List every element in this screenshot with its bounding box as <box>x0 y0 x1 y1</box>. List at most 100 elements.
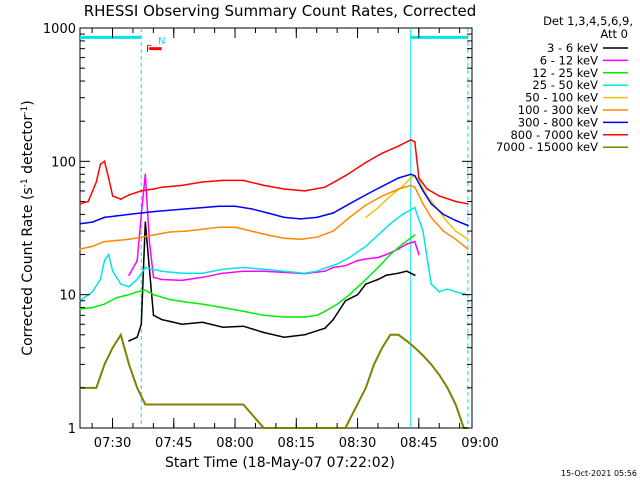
data-point <box>389 195 392 197</box>
data-point <box>144 403 147 406</box>
data-point <box>218 205 220 208</box>
y-tick-label: 1000 <box>43 22 76 37</box>
data-point <box>409 173 412 176</box>
data-point <box>414 274 416 276</box>
data-point <box>422 203 424 205</box>
data-point <box>389 334 392 336</box>
data-point <box>144 266 147 269</box>
data-point <box>418 253 420 256</box>
data-point <box>438 195 441 197</box>
data-point <box>414 240 416 243</box>
data-point <box>160 318 163 321</box>
y-tick-label: 100 <box>51 155 76 170</box>
data-point <box>344 264 347 267</box>
data-point <box>336 263 339 265</box>
data-point <box>316 216 318 219</box>
data-point <box>181 323 183 326</box>
data-point <box>356 259 359 262</box>
data-point <box>332 318 334 321</box>
y-axis-label-sup2: -1 <box>20 106 30 115</box>
legend-label: 100 - 300 keV <box>518 103 598 117</box>
x-tick-label: 08:00 <box>216 436 253 451</box>
data-point <box>120 334 122 336</box>
y-tick-label: 1 <box>68 422 76 437</box>
data-point <box>442 230 445 232</box>
data-point <box>365 245 367 248</box>
data-point <box>111 270 114 272</box>
data-point <box>397 145 400 147</box>
legend-label: 3 - 6 keV <box>547 41 598 55</box>
data-point <box>262 268 265 271</box>
data-point <box>348 293 351 296</box>
data-point <box>303 272 306 274</box>
data-point <box>181 272 183 274</box>
data-point <box>148 240 151 243</box>
data-point <box>250 230 253 232</box>
data-point <box>303 190 306 192</box>
data-point <box>242 310 245 313</box>
data-point <box>103 259 106 262</box>
data-point <box>201 228 204 230</box>
data-point <box>222 272 224 274</box>
data-point <box>356 293 359 296</box>
data-point <box>242 179 245 182</box>
data-point <box>242 325 245 328</box>
flag-n-label: N <box>158 36 165 47</box>
data-point <box>430 203 432 205</box>
data-point <box>79 308 81 310</box>
data-point <box>430 363 432 366</box>
data-point <box>332 266 334 269</box>
data-point <box>409 139 412 141</box>
data-point <box>299 238 302 241</box>
data-point <box>91 245 94 248</box>
legend-label: 25 - 50 keV <box>532 78 598 92</box>
data-point <box>91 221 94 223</box>
data-point <box>365 387 367 389</box>
data-point <box>79 248 81 250</box>
data-point <box>222 268 224 271</box>
data-point <box>115 296 118 299</box>
data-point <box>414 346 416 349</box>
data-point <box>377 266 379 269</box>
data-point <box>160 270 163 272</box>
data-point <box>414 186 416 188</box>
data-point <box>128 274 130 276</box>
data-point <box>136 278 138 281</box>
data-point <box>438 374 441 376</box>
data-point <box>262 427 265 429</box>
data-point <box>140 212 143 214</box>
data-point <box>111 346 114 349</box>
data-point <box>344 299 347 302</box>
data-point <box>99 278 102 281</box>
data-point <box>283 270 285 272</box>
data-point <box>365 194 367 196</box>
data-point <box>95 181 98 183</box>
data-point <box>181 184 183 187</box>
data-point <box>365 161 367 164</box>
data-point <box>454 403 457 406</box>
data-point <box>405 340 408 342</box>
data-point <box>467 248 469 250</box>
y-axis-label-mid: detector <box>20 115 36 179</box>
data-point <box>348 216 351 219</box>
data-point <box>152 314 155 317</box>
data-point <box>128 363 130 366</box>
data-point <box>344 174 347 177</box>
data-point <box>140 236 143 238</box>
data-point <box>446 387 449 389</box>
data-point <box>348 203 351 205</box>
data-point <box>365 258 367 260</box>
data-point <box>267 234 269 236</box>
data-point <box>377 234 379 236</box>
data-point <box>128 340 130 342</box>
data-point <box>299 218 302 220</box>
data-point <box>140 323 143 326</box>
data-point <box>430 283 432 285</box>
data-point <box>107 253 110 256</box>
data-point <box>103 240 106 243</box>
data-point <box>324 186 326 188</box>
data-point <box>389 253 392 256</box>
data-point <box>365 216 367 219</box>
data-point <box>426 188 428 190</box>
